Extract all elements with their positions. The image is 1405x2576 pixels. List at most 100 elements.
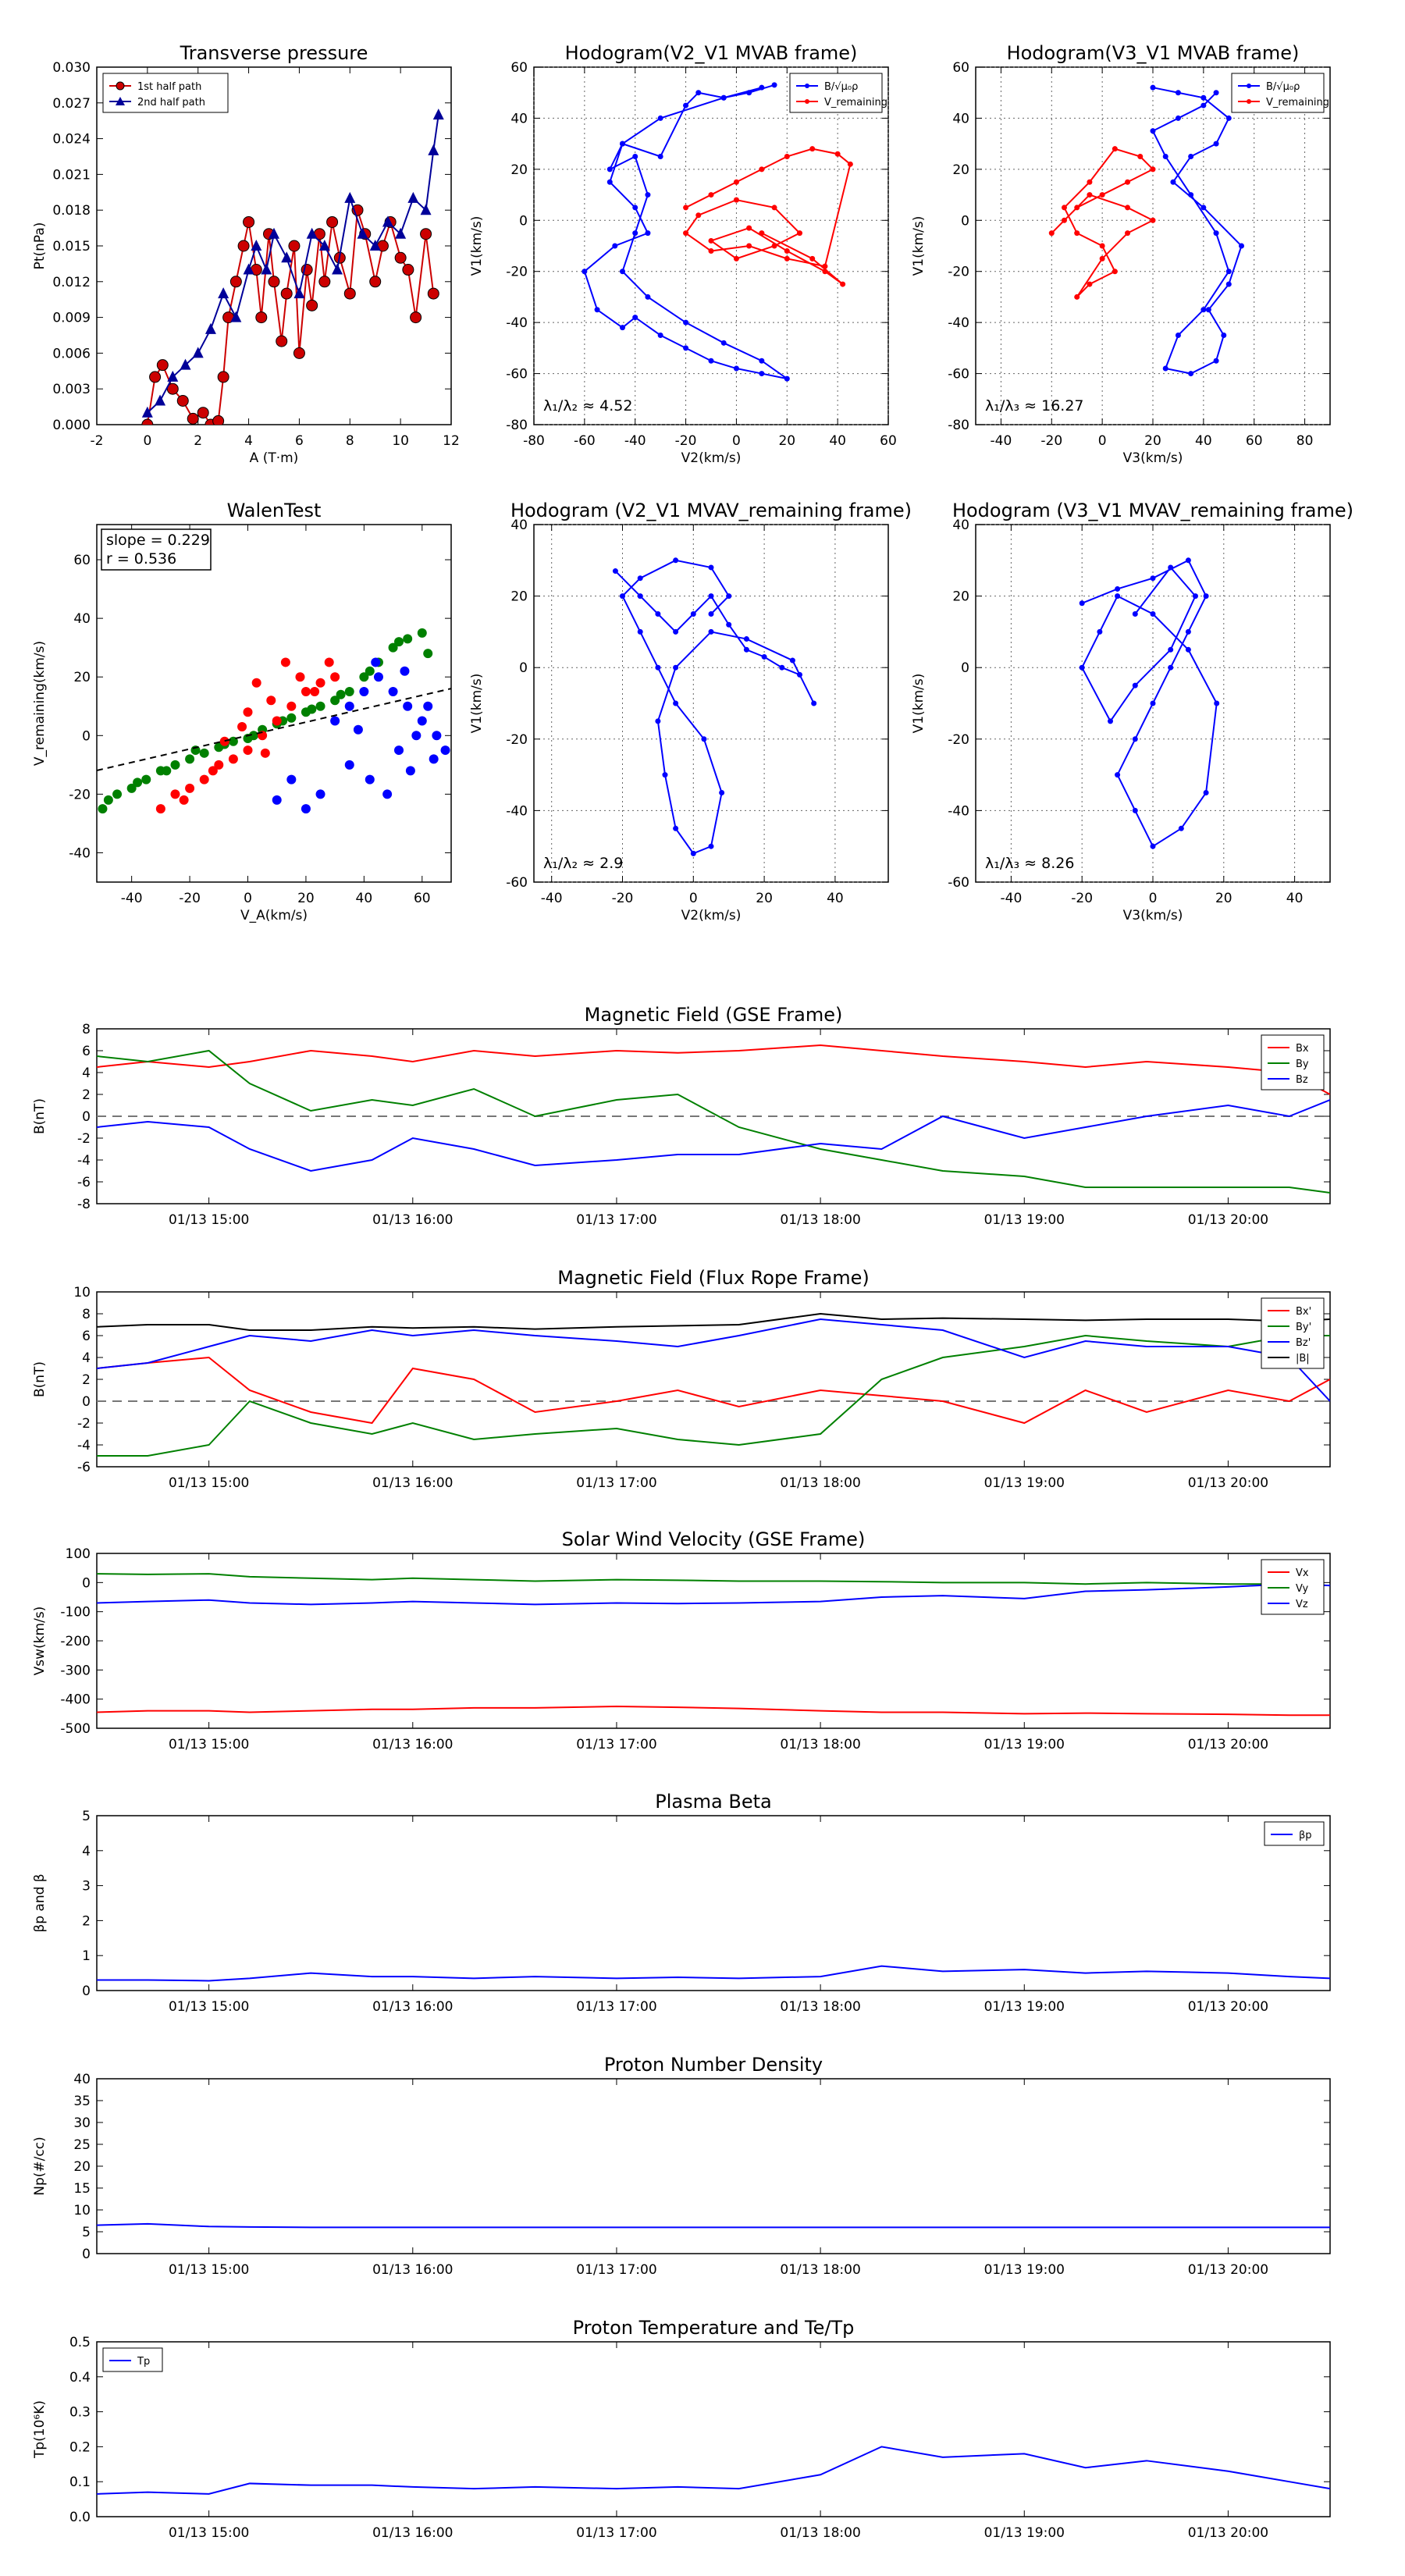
y-tick-label: -300 — [60, 1663, 91, 1678]
legend-label: Bz — [1296, 1074, 1308, 1086]
data-point — [1097, 628, 1103, 635]
data-point — [1178, 825, 1184, 831]
y-tick-label: 0.018 — [52, 203, 91, 219]
y-axis-label: V1(km/s) — [469, 216, 485, 276]
chart-title: WalenTest — [227, 500, 322, 521]
data-point — [199, 774, 209, 785]
x-tick-label: -40 — [541, 891, 563, 906]
data-point — [293, 287, 305, 299]
legend-label: V_remaining — [824, 97, 887, 109]
data-point — [268, 276, 280, 288]
data-point — [1225, 269, 1232, 275]
data-point — [655, 718, 661, 724]
x-tick-label: 01/13 15:00 — [169, 1999, 249, 2015]
data-point — [243, 215, 255, 228]
data-point — [1079, 664, 1085, 671]
series-line — [97, 1318, 1330, 1402]
y-tick-label: 0.2 — [69, 2439, 91, 2455]
data-point — [784, 375, 790, 382]
data-point — [214, 760, 224, 770]
y-tick-label: -60 — [948, 367, 969, 382]
y-tick-label: -60 — [948, 875, 969, 891]
x-tick-label: 80 — [1297, 433, 1314, 449]
x-tick-label: 01/13 17:00 — [576, 1999, 656, 2015]
data-point — [353, 724, 363, 735]
series-line — [97, 1312, 1330, 1331]
data-point — [1087, 179, 1093, 185]
chart-hodo2: Hodogram(V3_V1 MVAB frame) V1(km/s) V3(km/… — [911, 42, 1331, 466]
series-line — [97, 1573, 1330, 1587]
y-tick-label: -8 — [77, 1197, 91, 1212]
data-point — [1132, 807, 1138, 813]
data-point — [683, 230, 689, 237]
data-point — [230, 311, 242, 322]
chart-hodo4: Hodogram (V3_V1 MVAV_remaining frame) V1(… — [911, 500, 1353, 923]
data-point — [133, 777, 143, 788]
y-tick-label: -2 — [77, 1131, 91, 1147]
data-point — [310, 686, 320, 696]
x-tick-label: 20 — [756, 891, 773, 906]
data-point — [429, 754, 439, 764]
chart-title: Proton Temperature and Te/Tp — [573, 2317, 855, 2339]
data-point — [155, 804, 165, 814]
data-point — [708, 192, 714, 198]
x-tick-label: 01/13 20:00 — [1188, 1475, 1268, 1491]
data-point — [1062, 217, 1067, 223]
data-point — [420, 204, 432, 215]
data-point — [620, 593, 625, 600]
y-tick-label: -80 — [948, 418, 969, 433]
y-tick-label: -20 — [506, 265, 528, 280]
data-point — [218, 287, 229, 299]
data-point — [330, 696, 340, 706]
x-tick-label: 01/13 20:00 — [1188, 2525, 1268, 2541]
legend-box — [102, 73, 229, 113]
data-point — [1150, 843, 1156, 849]
data-point — [822, 263, 828, 269]
data-point — [251, 678, 261, 688]
y-tick-label: 60 — [73, 553, 91, 568]
legend-label: 1st half path — [137, 81, 201, 93]
data-point — [428, 144, 439, 155]
data-point — [266, 696, 276, 706]
data-point — [620, 269, 625, 275]
data-point — [330, 716, 340, 726]
data-point — [141, 774, 151, 785]
data-point — [332, 263, 343, 275]
chart-walen: WalenTest V_remaining(km/s) V_A(km/s) -40 -2… — [32, 500, 452, 923]
data-point — [683, 205, 689, 211]
x-tick-label: 01/13 19:00 — [984, 1475, 1065, 1491]
data-point — [1168, 646, 1174, 653]
data-point — [673, 664, 679, 671]
data-point — [1200, 205, 1207, 211]
data-point — [176, 394, 189, 407]
y-tick-label: 0 — [82, 1109, 91, 1125]
x-tick-label: 01/13 17:00 — [576, 2262, 656, 2278]
plot-area — [533, 524, 889, 883]
data-point — [708, 358, 714, 364]
data-point — [180, 358, 191, 370]
data-point — [373, 672, 383, 682]
data-point — [197, 407, 209, 419]
plot-area — [96, 1815, 1331, 1991]
data-point — [695, 90, 702, 96]
data-point — [411, 731, 422, 741]
data-point — [243, 263, 254, 275]
data-point — [759, 371, 765, 377]
legend-box — [102, 2347, 163, 2372]
data-point — [1221, 333, 1227, 338]
data-point — [708, 237, 714, 244]
data-point — [1185, 557, 1191, 564]
data-point — [272, 716, 282, 726]
legend-marker — [116, 81, 125, 91]
legend-label: Vy — [1296, 1583, 1309, 1595]
data-point — [720, 94, 727, 101]
y-tick-label: -20 — [948, 732, 969, 748]
data-point — [690, 850, 696, 856]
data-point — [797, 671, 802, 678]
data-point — [405, 766, 415, 776]
data-point — [170, 789, 180, 799]
data-point — [708, 564, 714, 571]
data-point — [1099, 243, 1105, 249]
y-tick-label: -60 — [506, 367, 528, 382]
chart-title: Solar Wind Velocity (GSE Frame) — [562, 1528, 866, 1550]
